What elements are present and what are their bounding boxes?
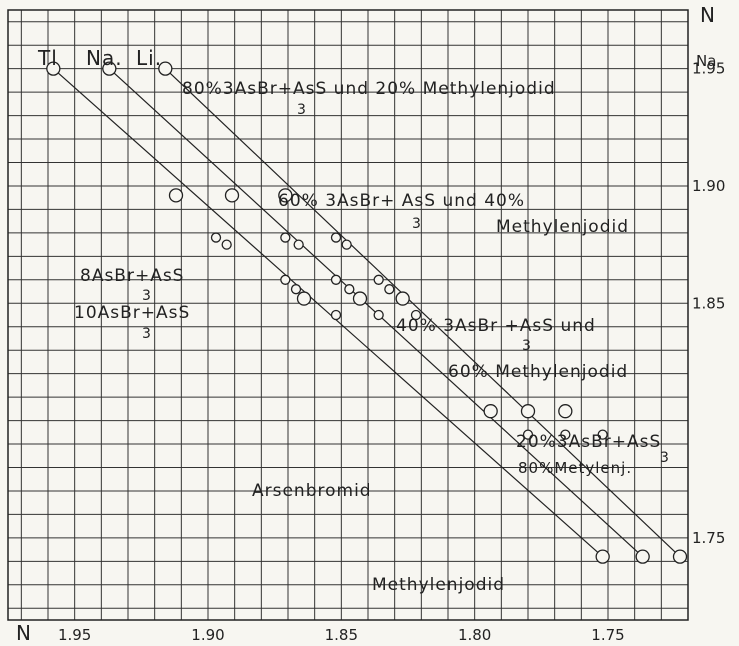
data-point (168, 188, 184, 203)
data-point (395, 291, 410, 306)
data-point (522, 429, 534, 440)
data-point (224, 188, 240, 203)
data-point (280, 274, 291, 285)
data-point (46, 61, 61, 76)
annotation-40-percent-line2: 60% Methylenjodid (448, 362, 628, 382)
x-tick-label: 1.75 (591, 626, 624, 644)
x-tick-label: 1.90 (191, 626, 224, 644)
data-point (290, 284, 302, 295)
data-point (352, 291, 368, 306)
header-label-li: Li. (136, 46, 162, 70)
annotation-pure-2: 10AsBr+AsS (74, 303, 190, 323)
annotation-20-percent-subscript: 3 (660, 450, 670, 466)
annotation-arsenbromid: Arsenbromid (252, 481, 372, 501)
annotation-pure-1: 8AsBr+AsS (80, 266, 184, 286)
y-axis-label: N (700, 3, 715, 27)
data-point (672, 549, 688, 564)
data-point (410, 309, 422, 321)
annotation-60-percent-subscript: 3 (412, 216, 422, 232)
data-point (597, 429, 608, 440)
data-point (293, 239, 304, 250)
y-tick-label: 1.75 (692, 529, 725, 547)
data-point (560, 429, 571, 440)
annotation-methylenjodid: Methylenjodid (372, 575, 505, 595)
x-tick-label: 1.95 (58, 626, 91, 644)
y-axis-sub-label: Na (696, 52, 716, 70)
x-axis-label: N (16, 621, 31, 645)
y-tick-labels: 1.95 1.90 1.85 1.75 (692, 60, 725, 547)
data-point (158, 61, 173, 76)
annotation-pure-1-subscript: 3 (142, 288, 152, 304)
annotation-20-percent: 20%3AsBr+AsS (516, 432, 661, 452)
data-points (46, 61, 688, 564)
annotation-80-percent: 80%3AsBr+AsS und 20% Methylenjodid (182, 79, 556, 99)
data-point (221, 239, 232, 250)
y-tick-label: 1.85 (692, 294, 725, 312)
annotation-20-percent-line2: 80%Metylenj. (518, 459, 632, 477)
data-point (341, 239, 352, 250)
series-line-3 (164, 68, 681, 558)
x-tick-label: 1.85 (325, 626, 358, 644)
annotation-80-percent-subscript: 3 (297, 102, 307, 118)
y-tick-label: 1.90 (692, 177, 725, 195)
x-tick-label: 1.80 (458, 626, 491, 644)
data-point (520, 404, 536, 419)
data-point (280, 232, 291, 243)
data-point (330, 232, 342, 243)
data-point (373, 309, 384, 321)
data-point (330, 274, 342, 285)
data-point (373, 274, 384, 285)
annotation-40-percent: 40% 3AsBr +AsS und (396, 316, 596, 336)
annotation-pure-2-subscript: 3 (142, 326, 152, 342)
data-point (384, 284, 395, 295)
x-tick-labels: 1.95 1.90 1.85 1.80 1.75 (58, 626, 625, 644)
data-point (330, 309, 342, 321)
data-point (558, 404, 573, 419)
data-point (296, 291, 312, 306)
header-label-tl: Tl (37, 46, 58, 70)
data-point (102, 61, 117, 76)
annotation-60-percent: 60% 3AsBr+ AsS und 40% (278, 191, 525, 211)
chart-grid (7, 9, 689, 621)
data-point (635, 549, 650, 564)
data-point (483, 404, 498, 419)
annotation-40-percent-subscript: 3 (522, 338, 532, 354)
data-point (595, 549, 610, 564)
annotation-60-percent-line2: Methylenjodid (496, 217, 629, 237)
header-label-na: Na. (86, 46, 123, 70)
plot-frame (7, 9, 689, 621)
y-tick-label: 1.95 (692, 60, 725, 78)
data-point (278, 188, 293, 203)
series-line-1 (52, 68, 604, 558)
data-point (344, 284, 355, 295)
data-point (210, 232, 222, 243)
